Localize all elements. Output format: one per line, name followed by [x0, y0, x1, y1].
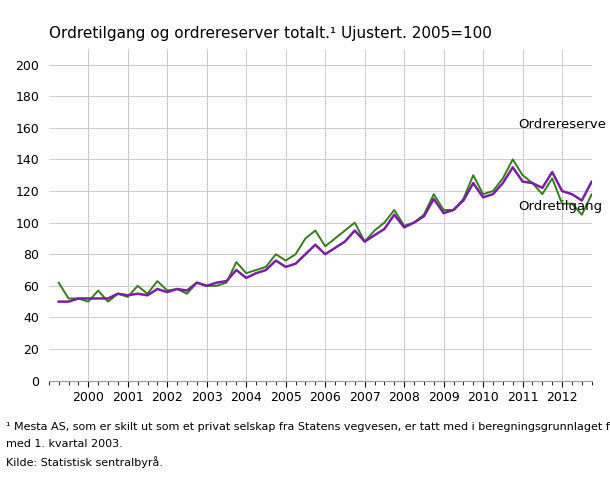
- Text: Ordretilgang og ordrereserver totalt.¹ Ujustert. 2005=100: Ordretilgang og ordrereserver totalt.¹ U…: [49, 26, 492, 41]
- Text: med 1. kvartal 2003.: med 1. kvartal 2003.: [6, 439, 123, 449]
- Text: Ordrereserve: Ordrereserve: [518, 118, 607, 131]
- Text: Kilde: Statistisk sentralbyrå.: Kilde: Statistisk sentralbyrå.: [6, 456, 163, 468]
- Text: ¹ Mesta AS, som er skilt ut som et privat selskap fra Statens vegvesen, er tatt : ¹ Mesta AS, som er skilt ut som et priva…: [6, 422, 610, 432]
- Text: Ordretilgang: Ordretilgang: [518, 200, 603, 213]
